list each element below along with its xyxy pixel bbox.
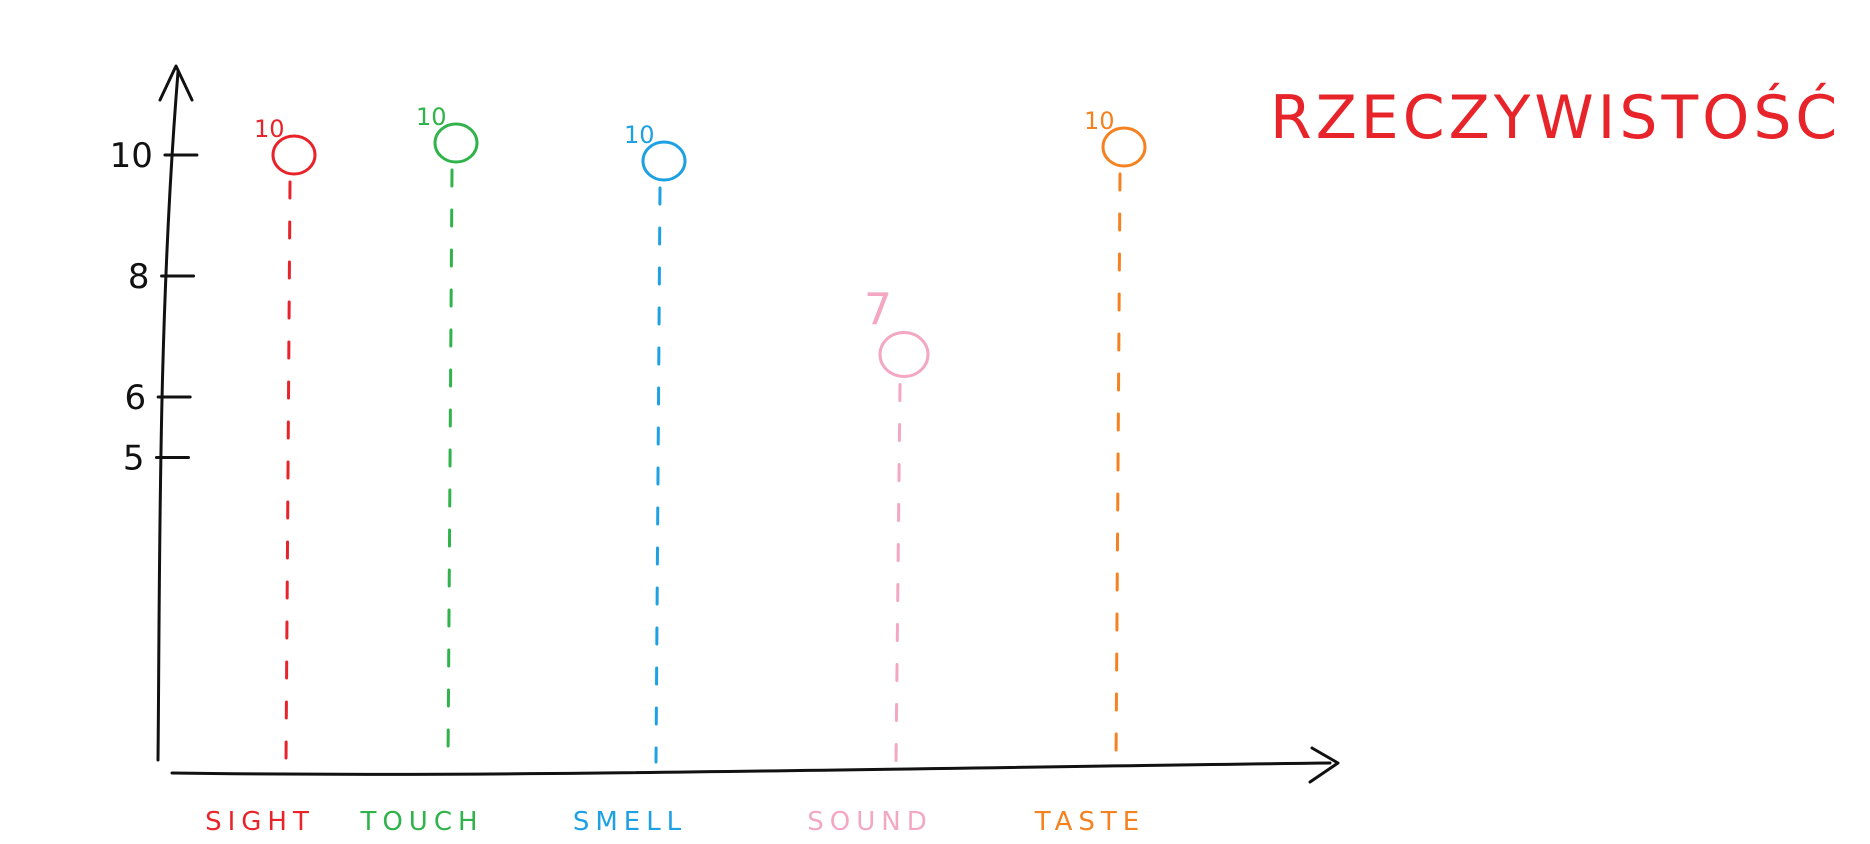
data-point [1101, 126, 1147, 168]
x-axis-line [170, 761, 1332, 776]
category-label: SMELL [573, 807, 687, 837]
value-label: 10 [254, 115, 285, 143]
data-point [641, 140, 687, 182]
data-point [433, 122, 479, 164]
y-tick-label: 10 [110, 136, 153, 176]
drop-line [894, 383, 902, 764]
drop-line [284, 180, 292, 764]
drop-line [1114, 172, 1122, 764]
y-axis-line [156, 70, 180, 762]
data-point [271, 134, 317, 176]
chart-title: RZECZYWISTOŚĆ [1270, 82, 1841, 153]
y-tick-label: 6 [125, 378, 147, 418]
value-label: 10 [416, 103, 447, 131]
category-labels: SIGHT TOUCH SMELL SOUND TASTE [205, 807, 1145, 837]
data-point [878, 331, 930, 378]
category-label: SIGHT [205, 807, 315, 837]
drop-line [446, 168, 454, 764]
axes [156, 64, 1340, 784]
y-tick-label: 8 [128, 257, 150, 297]
value-label: 10 [624, 121, 655, 149]
y-axis-arrow [158, 64, 194, 102]
x-axis-arrow [1308, 746, 1340, 784]
y-ticks: 10 8 6 5 [110, 136, 199, 479]
data-marks: 10 10 10 7 10 [254, 103, 1147, 764]
y-tick-label: 5 [123, 439, 145, 479]
category-label: TOUCH [359, 807, 483, 837]
category-label: TASTE [1034, 807, 1145, 837]
drop-line [654, 186, 662, 764]
category-label: SOUND [807, 807, 932, 837]
value-label: 7 [864, 285, 892, 336]
value-label: 10 [1084, 107, 1115, 135]
